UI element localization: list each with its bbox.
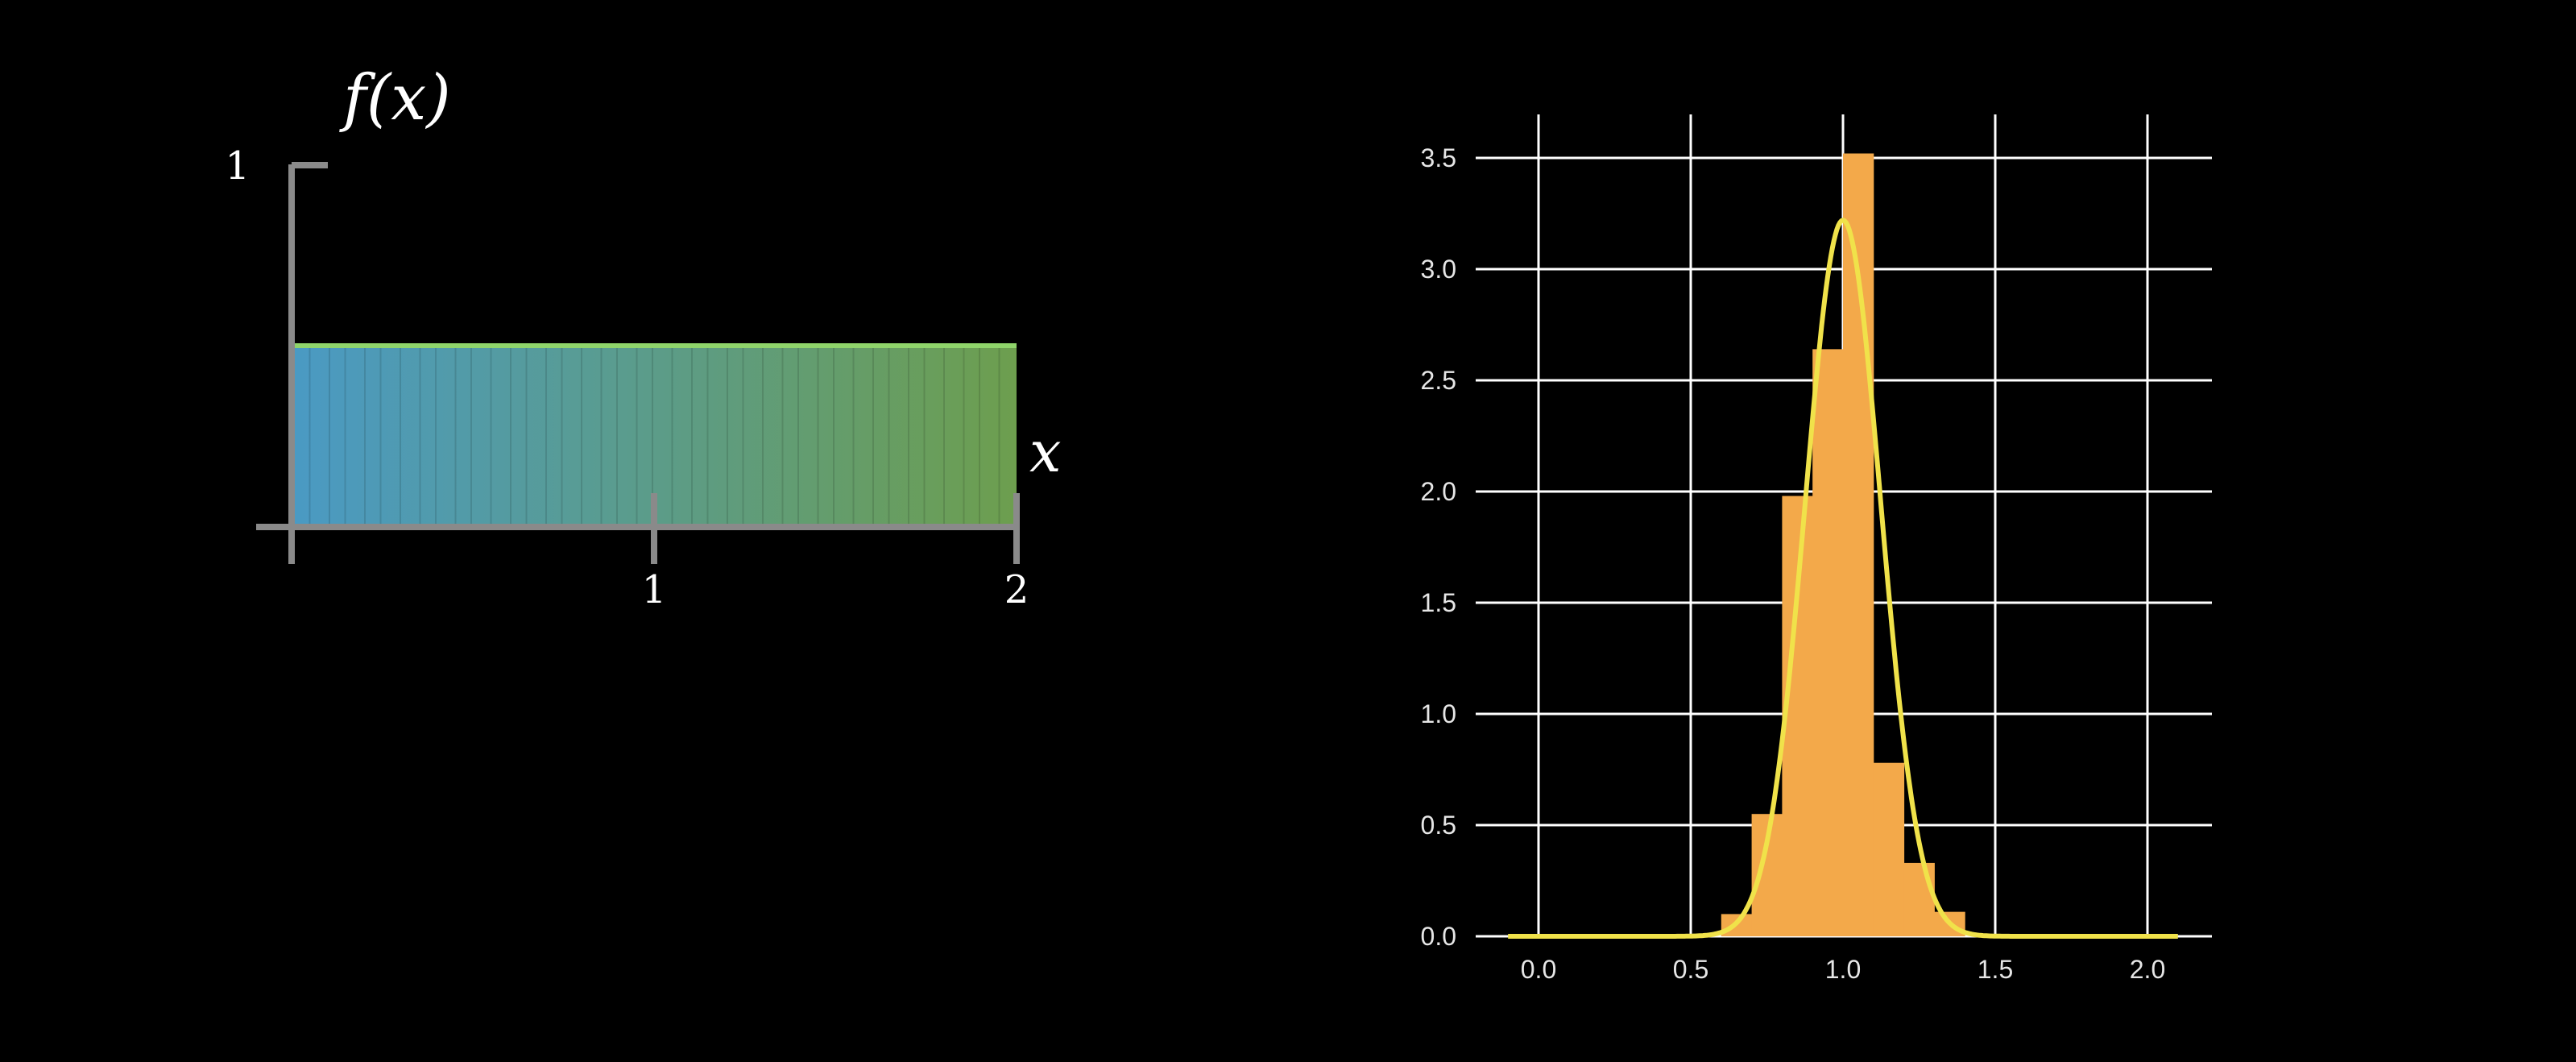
- x-tick-label: 1.0: [1825, 955, 1861, 984]
- histogram-plot: 0.0 0.5 1.0 1.5 2.0 2.5 3.0 3.5 0.0 0.5 1.0 1.5 2.0: [1421, 114, 2212, 984]
- y-axis-label: f(x): [339, 62, 451, 135]
- y-tick-label-1: 1: [225, 143, 250, 189]
- x-tick-label: 0.5: [1673, 955, 1708, 984]
- histogram-bar: [1812, 349, 1844, 936]
- x-tick-label-2: 2: [1004, 567, 1029, 612]
- y-tick-label: 0.5: [1421, 811, 1456, 840]
- y-tick-label: 3.5: [1421, 143, 1456, 172]
- x-tick-label-1: 1: [642, 567, 667, 612]
- y-tick-label: 1.0: [1421, 699, 1456, 728]
- density-curve: [1508, 218, 2178, 939]
- uniform-density-plot: f(x) x 1 1 2: [225, 62, 1061, 612]
- y-tick-label: 0.0: [1421, 922, 1456, 951]
- histogram-bars: [1721, 153, 1965, 937]
- x-axis-label: x: [1029, 419, 1061, 485]
- y-tick-label: 2.0: [1421, 477, 1456, 506]
- y-tick-label: 3.0: [1421, 255, 1456, 284]
- histogram-x-tick-labels: 0.0 0.5 1.0 1.5 2.0: [1521, 955, 2165, 984]
- x-tick-label: 1.5: [1978, 955, 2013, 984]
- histogram-bar: [1903, 862, 1935, 936]
- histogram-bar: [1873, 762, 1905, 936]
- histogram-y-tick-labels: 0.0 0.5 1.0 1.5 2.0 2.5 3.0 3.5: [1421, 143, 1456, 951]
- y-tick-label: 1.5: [1421, 588, 1456, 617]
- y-tick-label: 2.5: [1421, 366, 1456, 395]
- x-tick-label: 0.0: [1521, 955, 1556, 984]
- x-tick-label: 2.0: [2130, 955, 2165, 984]
